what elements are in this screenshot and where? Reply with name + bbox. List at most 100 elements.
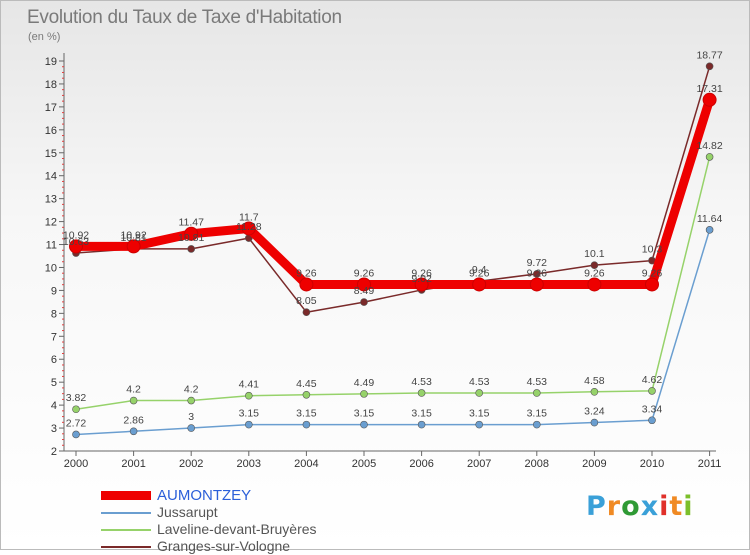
x-tick-label: 2005 <box>352 458 376 470</box>
chart-title: Evolution du Taux de Taxe d'Habitation <box>27 7 342 28</box>
data-label: 3.15 <box>469 408 490 420</box>
line-chart: 2 3 4 5 6 7 8 9 10 11 12 13 14 15 16 17 18 19 2000 2001 2002… <box>45 49 723 470</box>
y-tick-label: 18 <box>45 79 57 91</box>
data-point-0 <box>241 221 256 236</box>
legend-label: Granges-sur-Vologne <box>157 538 291 554</box>
data-label: 4.58 <box>584 375 605 387</box>
data-point-1 <box>187 424 195 432</box>
data-label: 9.26 <box>469 267 490 279</box>
data-label: 10.3 <box>642 244 663 256</box>
data-point-3 <box>360 298 368 306</box>
data-point-1 <box>72 430 80 439</box>
data-point-2 <box>590 388 599 396</box>
y-tick-label: 11 <box>46 240 57 252</box>
data-label: 3.15 <box>411 408 432 420</box>
logo-letter: i <box>683 491 694 522</box>
legend-swatch <box>101 545 151 548</box>
data-point-0 <box>126 239 141 254</box>
data-point-2 <box>187 396 195 405</box>
legend-swatch <box>101 511 151 514</box>
y-tick-label: 16 <box>45 125 57 137</box>
y-tick-label: 3 <box>51 423 57 435</box>
data-label: 11.28 <box>236 221 262 233</box>
y-tick-label: 15 <box>45 148 57 160</box>
y-tick-label: 9 <box>51 285 57 297</box>
y-tick-label: 2 <box>51 446 57 458</box>
data-label: 9.02 <box>411 273 432 285</box>
data-label: 4.53 <box>469 376 490 388</box>
data-label: 8.49 <box>354 285 375 297</box>
series-line-0 <box>71 95 715 289</box>
data-label: 4.49 <box>354 377 375 389</box>
data-label: 9.26 <box>354 267 375 279</box>
data-point-1 <box>129 427 138 436</box>
data-label: 11.64 <box>697 213 723 225</box>
data-point-0 <box>529 277 544 292</box>
data-label: 10.92 <box>63 229 89 241</box>
data-label: 4.41 <box>239 379 260 391</box>
y-tick-label: 14 <box>45 171 57 183</box>
data-point-0 <box>414 277 429 292</box>
data-label: 3.15 <box>239 408 260 420</box>
x-tick-label: 2011 <box>698 458 722 470</box>
logo-letter: t <box>669 491 684 522</box>
logo-letter: o <box>621 491 641 522</box>
data-point-1 <box>590 418 599 427</box>
data-point-0 <box>357 277 371 292</box>
data-point-1 <box>475 420 484 429</box>
legend-item: Granges-sur-Vologne <box>101 538 317 555</box>
data-label: 10.63 <box>63 236 89 248</box>
data-label: 3.15 <box>527 408 548 420</box>
data-label: 4.2 <box>184 384 199 396</box>
data-point-1 <box>532 420 541 429</box>
data-label: 3.15 <box>296 408 317 420</box>
y-tick-label: 4 <box>51 400 57 412</box>
legend-item: Laveline-devant-Bruyères <box>101 521 317 538</box>
data-label: 3.34 <box>642 403 663 415</box>
data-point-2 <box>648 387 656 395</box>
data-label: 9.26 <box>411 267 432 279</box>
legend-label: AUMONTZEY <box>157 487 252 504</box>
x-tick-label: 2000 <box>64 458 88 470</box>
data-label: 4.62 <box>642 374 663 386</box>
data-label: 4.53 <box>527 376 548 388</box>
data-label: 2.72 <box>66 417 87 429</box>
data-point-3 <box>590 261 599 269</box>
data-label: 9.26 <box>642 267 663 279</box>
x-tick-label: 2008 <box>525 458 549 470</box>
data-point-0 <box>645 277 659 292</box>
data-point-0 <box>184 226 199 241</box>
x-tick-label: 2003 <box>237 458 261 470</box>
data-point-2 <box>532 389 541 397</box>
data-label: 11.47 <box>178 217 204 229</box>
x-tick-label: 2001 <box>121 458 145 470</box>
data-label: 3 <box>188 411 194 423</box>
data-label: 10.92 <box>120 229 146 241</box>
data-point-2 <box>475 389 484 397</box>
data-label: 9.26 <box>527 267 548 279</box>
data-point-2 <box>129 396 138 405</box>
data-point-0 <box>69 239 83 254</box>
y-tick-label: 13 <box>45 194 57 206</box>
legend-label: Jussarupt <box>157 504 218 520</box>
data-point-3 <box>705 62 714 71</box>
legend-label: Laveline-devant-Bruyères <box>157 521 317 537</box>
data-point-1 <box>648 416 656 425</box>
x-tick-label: 2002 <box>179 458 203 470</box>
logo-letter: x <box>640 491 660 522</box>
x-tick-label: 2009 <box>582 458 606 470</box>
data-label: 9.72 <box>527 257 548 269</box>
proxiti-logo: Proxiti <box>586 491 694 522</box>
y-tick-label: 5 <box>51 377 57 389</box>
y-tick-label: 6 <box>51 354 57 366</box>
legend: AUMONTZEY Jussarupt Laveline-devant-Bruyèr… <box>101 487 317 555</box>
data-label: 4.2 <box>126 384 141 396</box>
data-label: 9.4 <box>472 264 487 276</box>
data-point-1 <box>302 420 311 429</box>
data-label: 9.26 <box>296 267 317 279</box>
data-point-0 <box>299 277 314 292</box>
data-label: 18.77 <box>696 49 722 61</box>
data-point-1 <box>360 420 368 429</box>
y-tick-label: 12 <box>45 217 57 229</box>
